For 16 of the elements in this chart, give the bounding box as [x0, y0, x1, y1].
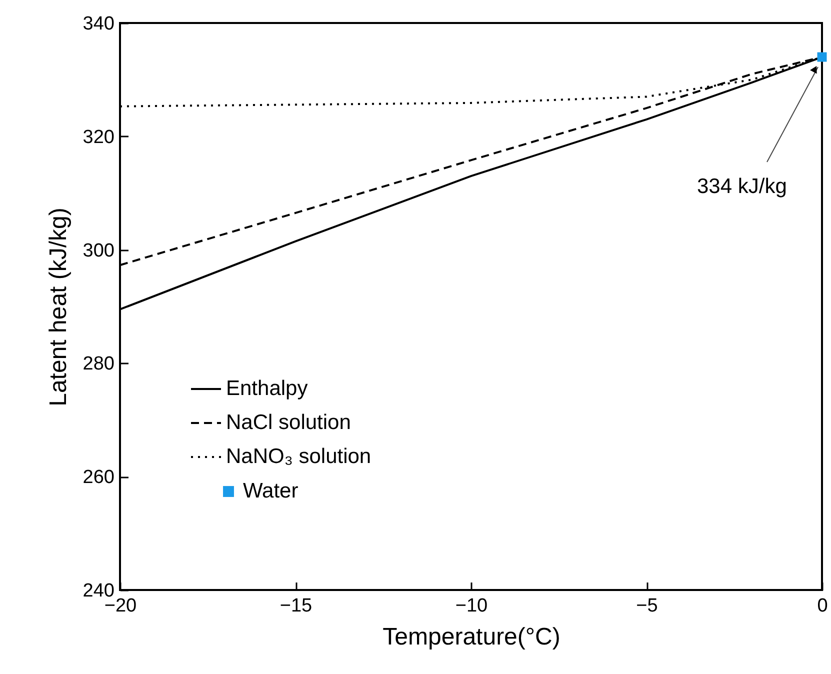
y-tick-label: 300	[82, 240, 114, 262]
x-axis-title: Temperature(°C)	[382, 624, 560, 650]
legend-label: NaNO₃ solution	[226, 445, 372, 468]
x-tick-label: −5	[636, 596, 658, 616]
y-tick-label: 280	[82, 354, 114, 375]
y-tick-label: 320	[82, 126, 114, 148]
x-tick-label: −10	[455, 596, 488, 616]
y-tick-label: 260	[82, 467, 114, 488]
legend-label: Water	[243, 480, 298, 502]
x-tick-label: −15	[280, 596, 312, 616]
y-tick-label: 340	[82, 14, 114, 34]
y-axis-title: Latent heat (kJ/kg)	[44, 208, 72, 406]
annotation: 334 kJ/kg	[697, 175, 787, 198]
x-tick-label: 0	[817, 596, 828, 616]
legend-label: NaCl solution	[226, 411, 351, 434]
legend-label: Enthalpy	[226, 377, 308, 400]
